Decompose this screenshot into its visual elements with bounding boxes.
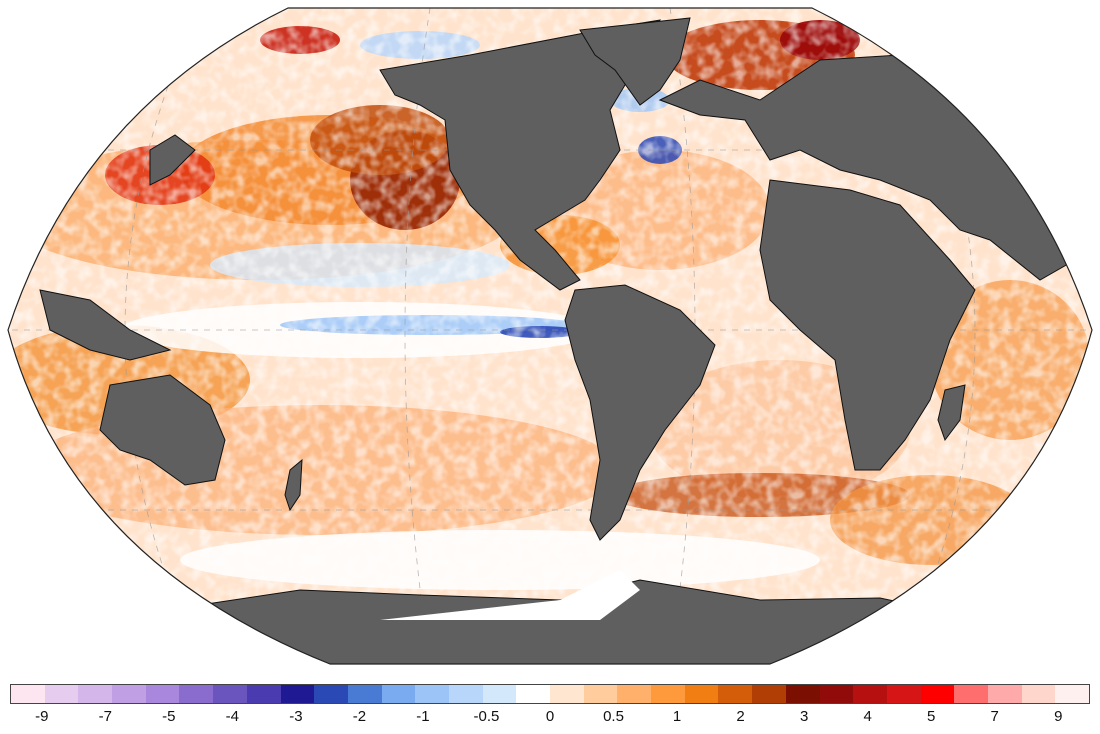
colorbar-swatch <box>179 685 214 703</box>
colorbar-tick-label: 5 <box>927 708 936 725</box>
colorbar-swatch <box>819 685 854 703</box>
colorbar-tick-label: -9 <box>35 708 49 725</box>
ocean-anomaly-field <box>8 8 1092 664</box>
colorbar-swatch <box>44 685 79 703</box>
colorbar-swatch <box>651 685 685 703</box>
colorbar-swatch <box>886 685 921 703</box>
colorbar-swatch <box>1055 685 1089 703</box>
greenland <box>579 17 691 106</box>
south-america <box>564 284 716 541</box>
colorbar-swatch <box>583 685 618 703</box>
colorbar-tick-label: -7 <box>98 708 112 725</box>
colorbar-tick-label: 0.5 <box>603 708 624 725</box>
colorbar-swatch <box>1021 685 1056 703</box>
colorbar-swatch <box>381 685 416 703</box>
colorbar-tick-label: 2 <box>736 708 745 725</box>
colorbar-swatch <box>684 685 719 703</box>
colorbar-tick-label: 1 <box>672 708 682 725</box>
colorbar-labels: -9 -7 -5 -4 -3 -2 -1 -0.5 0 0.5 1 2 3 4 5 7 9 <box>10 708 1090 728</box>
colorbar-swatch <box>415 685 449 703</box>
colorbar-swatch <box>550 685 584 703</box>
colorbar-tick-label: -3 <box>289 708 303 725</box>
colorbar-tick-label: -2 <box>352 708 367 725</box>
japan <box>149 134 196 186</box>
world-map <box>7 7 1093 665</box>
colorbar-swatch <box>11 685 45 703</box>
madagascar <box>937 384 966 442</box>
colorbar <box>10 684 1090 704</box>
colorbar-tick-label: 4 <box>863 708 872 725</box>
antarctica-ice-shelf <box>380 570 640 620</box>
colorbar-swatch <box>112 685 146 703</box>
colorbar-tick-label: 0 <box>545 708 555 725</box>
colorbar-swatch <box>448 685 483 703</box>
colorbar-swatch <box>78 685 113 703</box>
colorbar-swatch <box>987 685 1022 703</box>
antarctica <box>198 579 962 664</box>
colorbar-tick-label: 7 <box>990 708 999 725</box>
colorbar-swatch <box>482 685 517 703</box>
colorbar-swatch <box>516 685 550 703</box>
colorbar-tick-label: 9 <box>1054 708 1063 725</box>
new-zealand <box>284 458 303 512</box>
colorbar-swatch <box>213 685 247 703</box>
colorbar-swatch <box>314 685 348 703</box>
colorbar-swatch <box>752 685 786 703</box>
map-area <box>7 7 1093 665</box>
colorbar-swatch <box>617 685 652 703</box>
australia <box>99 374 226 486</box>
colorbar-swatch <box>853 685 887 703</box>
colorbar-tick-label: -5 <box>162 708 176 725</box>
colorbar-swatch <box>347 685 382 703</box>
colorbar-swatch <box>145 685 180 703</box>
colorbar-swatch <box>920 685 955 703</box>
globe-outline <box>7 7 1093 665</box>
africa <box>759 179 976 471</box>
colorbar-tick-label: -4 <box>225 708 240 725</box>
colorbar-swatch <box>954 685 988 703</box>
colorbar-tick-label: 3 <box>799 708 809 725</box>
colorbar-tick-label: -0.5 <box>473 708 500 725</box>
maritime-continent <box>39 289 172 361</box>
colorbar-swatch <box>246 685 281 703</box>
colorbar-swatch <box>718 685 753 703</box>
colorbar-swatch <box>280 685 315 703</box>
colorbar-tick-label: -1 <box>416 708 430 725</box>
colorbar-swatch <box>785 685 820 703</box>
